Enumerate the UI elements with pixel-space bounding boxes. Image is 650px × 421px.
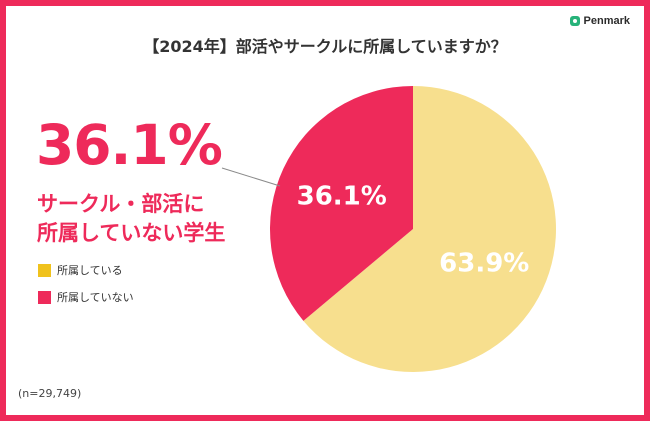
brand-logo: Penmark [569, 15, 630, 27]
legend-item-not-belong: 所属していない [38, 290, 134, 304]
sample-size-note: (n=29,749) [18, 387, 82, 400]
callout-leader-line [221, 167, 281, 187]
legend-swatch-belong [38, 263, 51, 277]
pie-slice-belong [303, 86, 557, 372]
highlight-caption-line-1: サークル・部活に [37, 192, 205, 216]
highlight-caption: サークル・部活に 所属していない学生 [37, 190, 225, 248]
legend: 所属している 所属していない [38, 263, 134, 317]
legend-swatch-not-belong [38, 290, 51, 304]
pie-slice-not-belong [270, 86, 413, 321]
penmark-logo-icon [569, 16, 580, 26]
legend-label-not-belong: 所属していない [57, 291, 134, 304]
highlight-caption-line-2: 所属していない学生 [37, 221, 226, 245]
brand-name: Penmark [583, 15, 630, 27]
pie-label-not-belong: 36.1% [297, 182, 387, 212]
pie-label-belong: 63.9% [439, 248, 529, 278]
highlight-percentage: 36.1% [36, 113, 223, 177]
chart-title: 【2024年】部活やサークルに所属していますか？ [143, 37, 507, 56]
legend-item-belong: 所属している [38, 263, 134, 277]
legend-label-belong: 所属している [57, 264, 123, 277]
